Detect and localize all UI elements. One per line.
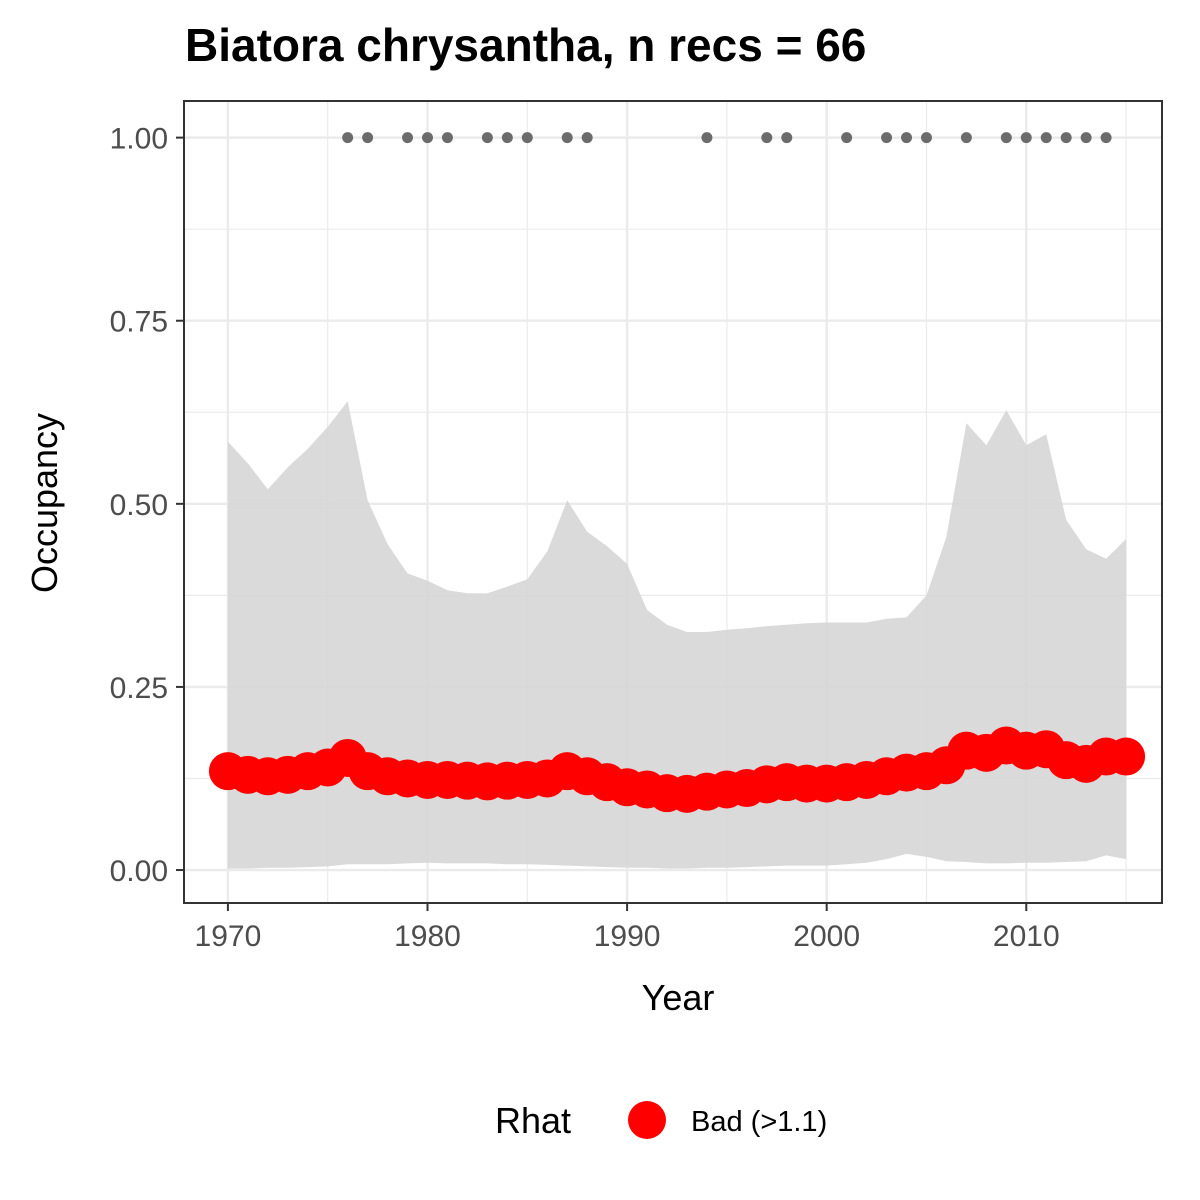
record-point [1040,132,1052,144]
record-point [581,132,593,144]
x-tick-label: 1980 [394,920,461,953]
legend-title: Rhat [495,1100,571,1141]
record-point [561,132,573,144]
record-point [960,132,972,144]
x-tick-label: 2010 [993,920,1060,953]
y-tick-label: 0.75 [110,306,168,339]
legend-label-bad: Bad (>1.1) [691,1106,827,1138]
occupancy-point [1107,737,1146,776]
record-point [701,132,713,144]
record-point [521,132,533,144]
record-point [422,132,434,144]
x-tick-label: 1990 [594,920,661,953]
x-axis-title: Year [642,977,715,1018]
chart-title: Biatora chrysantha, n recs = 66 [185,19,867,71]
y-tick-label: 1.00 [110,123,168,156]
record-point [342,132,354,144]
y-axis-title: Occupancy [24,413,65,593]
record-point [1080,132,1092,144]
record-point [441,132,453,144]
legend-key-bad [628,1101,666,1139]
y-tick-label: 0.25 [110,672,168,705]
ci-ribbon-layer [227,401,1127,869]
record-point [881,132,893,144]
y-tick-label: 0.50 [110,489,168,522]
x-axis: 1970 1980 1990 2000 2010 [195,903,1060,953]
legend: Rhat Bad (>1.1) [495,1100,827,1141]
record-point [481,132,493,144]
panel-border [183,100,1163,904]
x-tick-label: 2000 [793,920,860,953]
record-point [1100,132,1112,144]
record-point [1060,132,1072,144]
record-point [781,132,793,144]
record-point [761,132,773,144]
record-point [402,132,414,144]
x-tick-label: 1970 [195,920,262,953]
record-point [841,132,853,144]
y-axis: 0.00 0.25 0.50 0.75 1.00 [110,123,184,888]
records-layer [342,132,1112,144]
record-point [1000,132,1012,144]
record-point [901,132,913,144]
record-point [920,132,932,144]
y-tick-label: 0.00 [110,855,168,888]
occupancy-points-layer [208,726,1146,813]
record-point [501,132,513,144]
record-point [1020,132,1032,144]
ci-ribbon [227,401,1127,869]
record-point [362,132,374,144]
